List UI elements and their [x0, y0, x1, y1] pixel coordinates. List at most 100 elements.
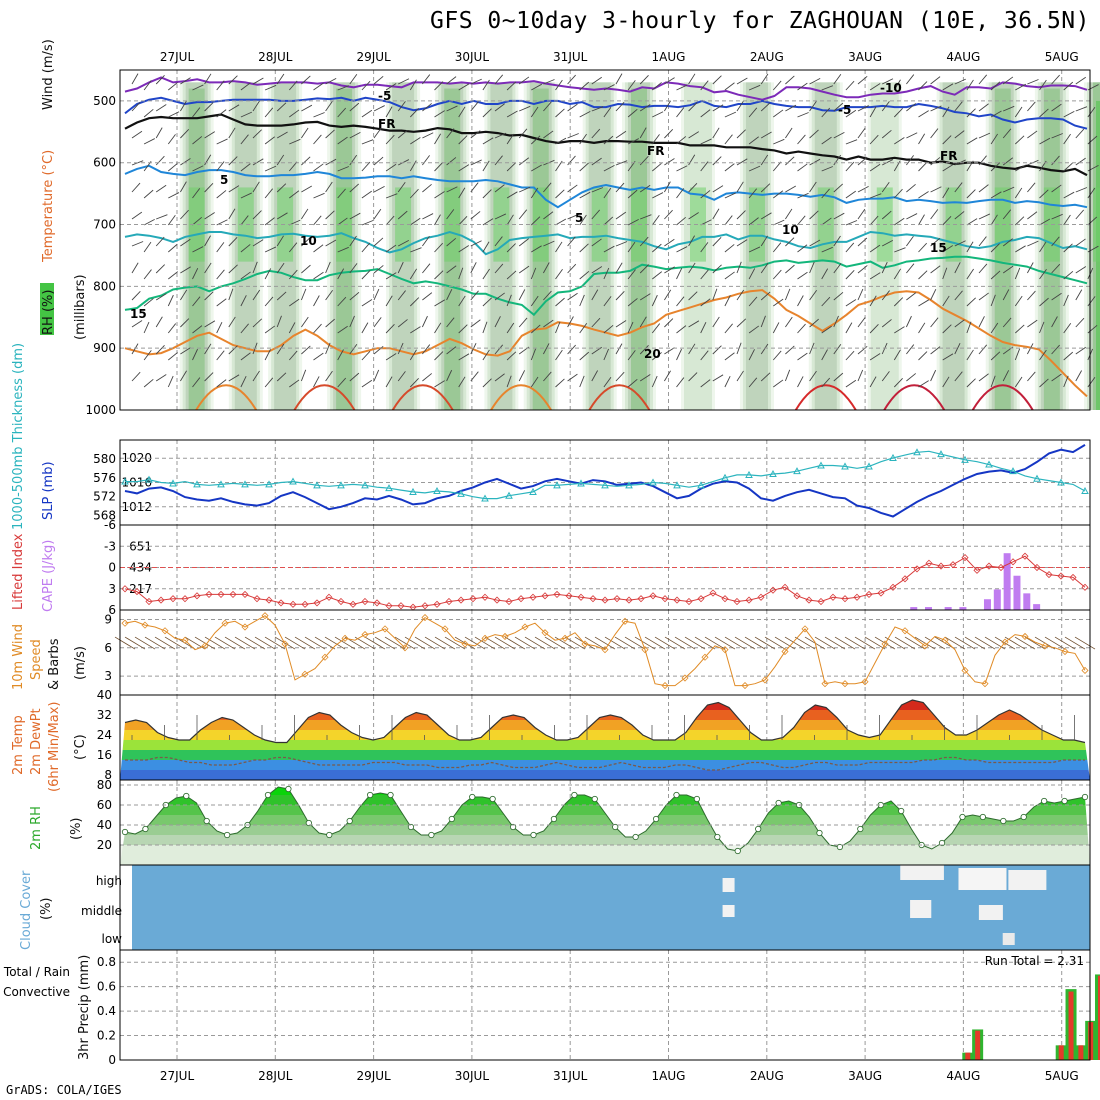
wind-barb — [506, 162, 517, 172]
wind-barb — [530, 376, 539, 388]
wind-barb — [1051, 213, 1063, 220]
wind-barb — [494, 155, 503, 166]
wind-barb — [869, 134, 879, 145]
wind10-barb — [904, 636, 926, 650]
wind-barb — [942, 83, 954, 91]
lifted-marker — [565, 592, 573, 600]
wind-barb — [410, 217, 421, 226]
lifted-marker — [529, 593, 537, 601]
wind-barb — [1039, 79, 1047, 91]
wind-barb — [809, 261, 815, 274]
wind10-barb — [134, 636, 156, 650]
wind-barb — [676, 188, 685, 199]
wind-barb — [313, 192, 325, 199]
wind10-barb — [314, 636, 336, 650]
wind-barb — [736, 181, 744, 193]
wind10-marker — [221, 619, 229, 627]
wind10-barb — [414, 636, 436, 650]
wind-barb — [700, 322, 707, 334]
wind-barb — [712, 75, 722, 85]
precip-conv-bar — [965, 1052, 971, 1060]
wind-barb — [809, 158, 821, 166]
wind-barb — [216, 161, 225, 172]
wind-barb — [760, 73, 769, 85]
wind-barb — [180, 289, 188, 301]
wind-barb — [143, 189, 154, 199]
wind-barb — [1039, 189, 1049, 199]
wind-barb — [809, 290, 818, 301]
date-label-top: 1AUG — [652, 50, 686, 64]
wind-barb — [446, 105, 458, 112]
wind-barb — [591, 209, 601, 220]
wind-barb — [797, 192, 809, 199]
wind-barb — [530, 348, 537, 361]
wind10-barb — [454, 636, 476, 650]
wind-barb — [821, 166, 833, 172]
wind-barb — [954, 262, 961, 274]
date-label-bottom: 5AUG — [1045, 1069, 1079, 1083]
wind-barb — [1027, 79, 1039, 85]
lifted-marker — [121, 585, 129, 593]
wind-barb — [664, 209, 673, 220]
rh2m-marker — [387, 791, 394, 799]
isotherm-10 — [124, 230, 1088, 256]
wind-barb — [906, 213, 918, 220]
wind-barb — [809, 318, 819, 328]
wind-barb — [494, 373, 505, 382]
wind-barb — [712, 104, 724, 112]
cape-bar — [1013, 575, 1021, 610]
wind-barb — [712, 127, 720, 139]
wind-barb — [664, 100, 671, 112]
wind10-marker — [961, 666, 969, 675]
precip-tick: 0 — [108, 1053, 116, 1067]
wind-barb — [228, 345, 238, 355]
wind-barb — [676, 216, 686, 226]
wind-barb — [579, 214, 587, 226]
wind-barb — [434, 81, 444, 91]
wind-barb — [543, 371, 552, 382]
isotherm-5 — [124, 164, 1088, 209]
wind-barb — [252, 261, 258, 274]
wind-barb — [1063, 351, 1074, 361]
wind-barb — [192, 325, 203, 334]
wind10-barb — [774, 636, 796, 650]
wind10-marker — [181, 636, 189, 644]
contour-label: 5 — [575, 211, 583, 225]
wind-barb — [1051, 236, 1060, 247]
wind-barb — [627, 218, 639, 226]
wind-barb — [1003, 105, 1015, 112]
wind-barb — [821, 188, 830, 199]
wind-barb — [809, 100, 817, 112]
wind-barb — [434, 351, 444, 361]
wind-barb — [724, 82, 735, 91]
surface-contour — [588, 384, 651, 411]
thickness-marker — [121, 477, 129, 485]
footer-credit: GrADS: COLA/IGES — [6, 1083, 122, 1097]
rh2m-tick: 20 — [97, 838, 112, 852]
wind-barb — [288, 322, 296, 334]
wind10-barb — [844, 636, 866, 650]
wind-barb — [1015, 164, 1026, 172]
lifted-marker — [385, 602, 393, 610]
wind-barb — [458, 245, 470, 253]
wind-barb — [131, 371, 141, 382]
wind-barb — [579, 81, 590, 91]
wind-barb — [833, 315, 839, 328]
pressure-tick: 900 — [93, 341, 116, 355]
surface-contour — [293, 384, 356, 411]
thickness-marker — [841, 462, 849, 470]
wind-barb — [398, 78, 410, 85]
wind-barb — [664, 266, 675, 274]
lifted-marker — [877, 589, 885, 597]
wind-barb — [155, 264, 166, 274]
rh2m-marker — [1061, 797, 1068, 805]
wind-barb — [385, 134, 395, 145]
wind-barb — [252, 77, 264, 85]
wind-barb — [591, 76, 603, 85]
wind-barb — [942, 324, 952, 334]
wind-barb — [857, 185, 869, 193]
wind10-barb — [664, 636, 686, 650]
wind-barb — [470, 319, 481, 328]
wind-barb — [664, 158, 675, 166]
wind-barb — [361, 242, 371, 253]
